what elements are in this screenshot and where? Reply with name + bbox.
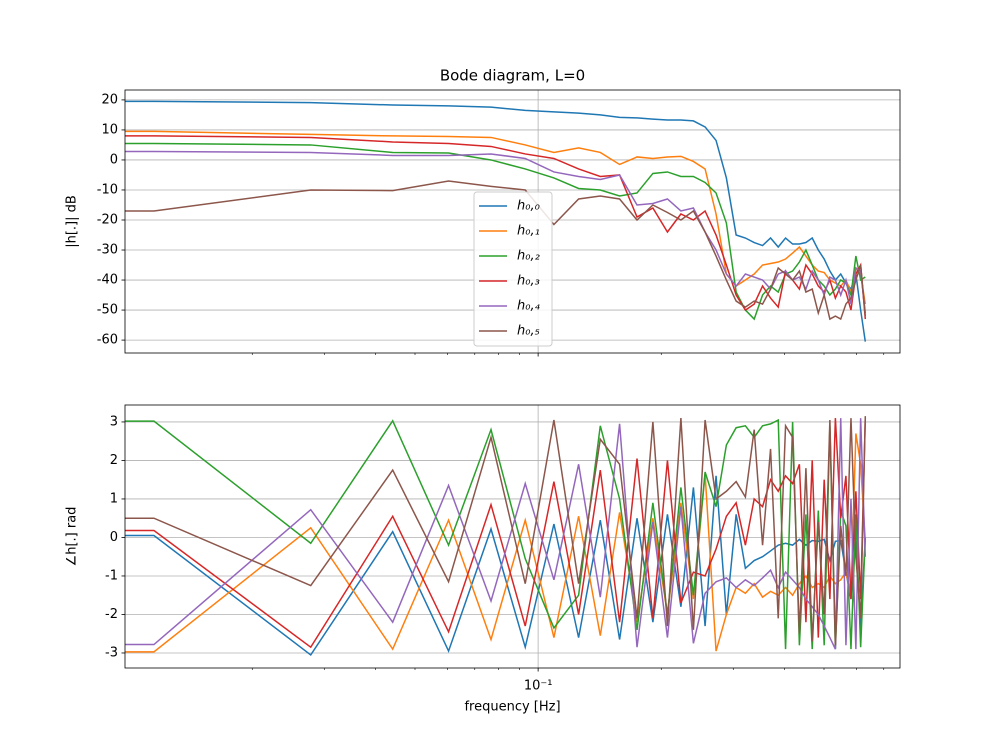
- y-tick-label: 3: [110, 414, 118, 429]
- x-tick-label: 10⁻¹: [524, 679, 553, 694]
- y-tick-label: -30: [97, 243, 118, 258]
- axes-frame: [124, 89, 901, 354]
- legend-label: h₀,₃: [517, 274, 540, 289]
- line-series: [125, 433, 867, 653]
- legend-label: h₀,₅: [517, 324, 540, 339]
- y-tick-label: -40: [97, 273, 118, 288]
- y-axis-label: ∠h[.] rad: [65, 507, 80, 567]
- x-axis-label: frequency [Hz]: [464, 700, 560, 715]
- axes-frame: [124, 404, 901, 669]
- line-series: [125, 142, 866, 321]
- y-tick-label: -2: [105, 607, 118, 622]
- y-tick-label: -10: [97, 182, 118, 197]
- y-tick-label: 2: [110, 453, 118, 468]
- line-series: [125, 150, 867, 314]
- chart-title: Bode diagram, L=0: [440, 67, 585, 85]
- line-series: [125, 135, 867, 320]
- y-tick-label: 20: [101, 92, 118, 107]
- y-tick-label: -1: [105, 568, 118, 583]
- y-tick-label: 10: [101, 122, 118, 137]
- y-tick-label: -20: [97, 212, 118, 227]
- legend-label: h₀,₁: [517, 224, 540, 239]
- legend-box: [473, 191, 553, 347]
- y-tick-label: 0: [110, 530, 118, 545]
- line-series: [125, 475, 867, 656]
- series-group: [125, 416, 867, 656]
- line-series: [125, 100, 867, 342]
- legend-label: h₀,₀: [517, 199, 541, 214]
- y-tick-label: -50: [97, 303, 118, 318]
- line-series: [125, 418, 867, 649]
- y-axis-label: |h[.]| dB: [65, 195, 80, 248]
- y-tick-label: -3: [105, 645, 118, 660]
- line-series: [125, 130, 867, 305]
- line-series: [125, 416, 867, 646]
- legend-label: h₀,₂: [517, 249, 540, 264]
- legend-label: h₀,₄: [517, 299, 541, 314]
- y-tick-label: 1: [110, 491, 118, 506]
- line-series: [125, 418, 867, 650]
- y-tick-label: -60: [97, 333, 118, 348]
- y-tick-label: 0: [110, 152, 118, 167]
